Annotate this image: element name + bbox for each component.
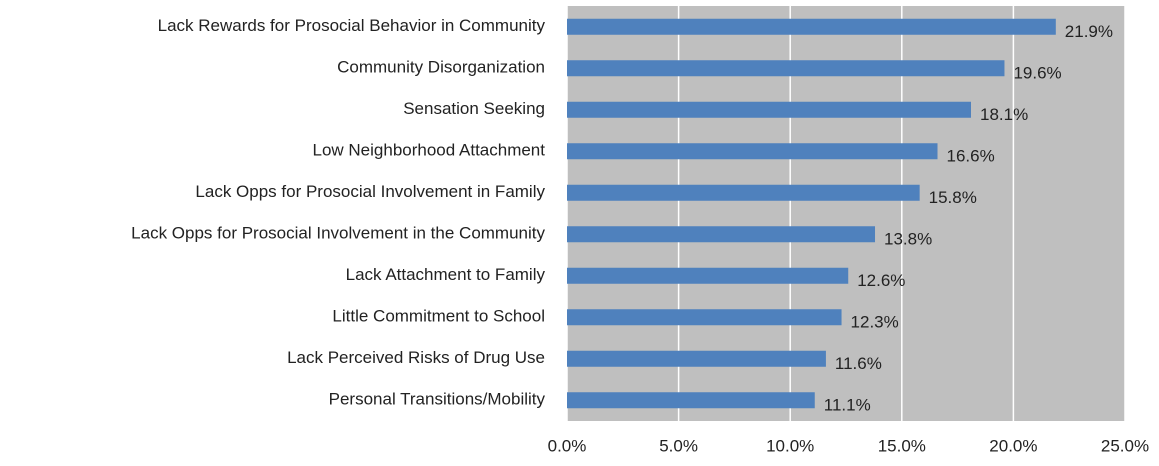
bar [567,226,876,243]
bar [567,101,971,118]
y-tick-label: Personal Transitions/Mobility [329,390,546,409]
y-tick-label: Little Commitment to School [332,307,545,326]
x-tick-label: 0.0% [548,436,587,455]
data-label: 16.6% [947,147,995,166]
bar [567,60,1005,77]
bar [567,350,826,367]
bar [567,309,842,326]
y-tick-label: Sensation Seeking [403,99,545,118]
x-tick-label: 5.0% [659,436,698,455]
bar [567,18,1056,35]
y-tick-label: Low Neighborhood Attachment [313,141,546,160]
data-label: 12.3% [851,313,899,332]
data-label: 15.8% [929,188,977,207]
data-label: 18.1% [980,105,1028,124]
y-tick-label: Lack Perceived Risks of Drug Use [287,348,545,367]
y-tick-label: Lack Rewards for Prosocial Behavior in C… [158,16,546,35]
data-label: 13.8% [884,230,932,249]
y-tick-label: Community Disorganization [337,58,545,77]
bar [567,143,938,160]
y-tick-label: Lack Attachment to Family [346,265,546,284]
x-tick-label: 20.0% [989,436,1037,455]
bar [567,184,920,201]
y-tick-label: Lack Opps for Prosocial Involvement in F… [195,182,545,201]
data-label: 12.6% [857,271,905,290]
data-label: 11.1% [824,396,871,415]
bar [567,267,849,284]
x-tick-label: 15.0% [878,436,926,455]
data-label: 11.6% [835,354,882,373]
x-tick-label: 25.0% [1101,436,1149,455]
data-label: 19.6% [1013,64,1061,83]
y-tick-label: Lack Opps for Prosocial Involvement in t… [131,224,545,243]
data-label: 21.9% [1065,22,1113,41]
bar [567,392,815,409]
x-tick-label: 10.0% [766,436,814,455]
